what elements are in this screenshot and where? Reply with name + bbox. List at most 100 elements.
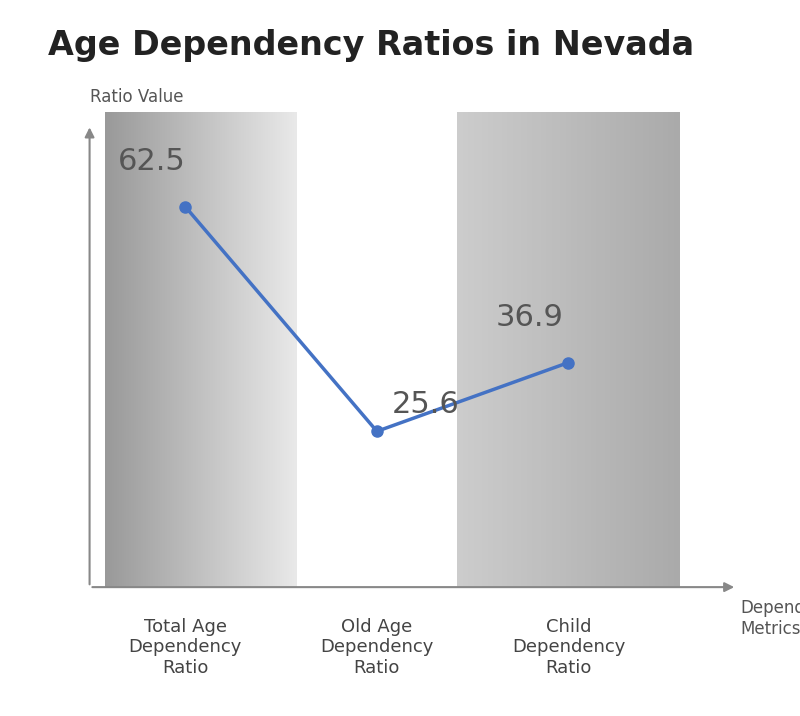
Bar: [522, 112, 524, 587]
Bar: [624, 112, 627, 587]
Bar: [287, 112, 290, 587]
Bar: [290, 112, 292, 587]
Bar: [643, 112, 646, 587]
Bar: [463, 112, 466, 587]
Bar: [239, 112, 242, 587]
Bar: [266, 112, 268, 587]
Bar: [460, 112, 463, 587]
Bar: [122, 112, 124, 587]
Bar: [658, 112, 660, 587]
Bar: [513, 112, 516, 587]
Bar: [232, 112, 234, 587]
Text: Old Age
Dependency
Ratio: Old Age Dependency Ratio: [320, 617, 434, 677]
Bar: [669, 112, 671, 587]
Bar: [524, 112, 527, 587]
Bar: [482, 112, 486, 587]
Bar: [585, 112, 588, 587]
Bar: [558, 112, 560, 587]
Text: 25.6: 25.6: [392, 390, 460, 419]
Bar: [138, 112, 141, 587]
Bar: [258, 112, 261, 587]
Bar: [630, 112, 633, 587]
Bar: [218, 112, 220, 587]
Bar: [148, 112, 150, 587]
Bar: [136, 112, 138, 587]
Bar: [126, 112, 129, 587]
Bar: [563, 112, 566, 587]
Bar: [505, 112, 507, 587]
Bar: [535, 112, 538, 587]
Bar: [602, 112, 605, 587]
Bar: [222, 112, 225, 587]
Bar: [574, 112, 577, 587]
Bar: [162, 112, 165, 587]
Bar: [155, 112, 158, 587]
Bar: [182, 112, 184, 587]
Bar: [469, 112, 471, 587]
Bar: [579, 112, 582, 587]
Bar: [246, 112, 249, 587]
Bar: [652, 112, 654, 587]
Bar: [114, 112, 117, 587]
Bar: [496, 112, 499, 587]
Bar: [599, 112, 602, 587]
Bar: [477, 112, 480, 587]
Bar: [543, 112, 546, 587]
Text: 36.9: 36.9: [496, 303, 563, 332]
Bar: [220, 112, 222, 587]
Bar: [134, 112, 136, 587]
Bar: [131, 112, 134, 587]
Bar: [167, 112, 170, 587]
Bar: [507, 112, 510, 587]
Bar: [541, 112, 544, 587]
Bar: [146, 112, 148, 587]
Bar: [141, 112, 143, 587]
Bar: [186, 112, 189, 587]
Bar: [590, 112, 594, 587]
Text: Age Dependency Ratios in Nevada: Age Dependency Ratios in Nevada: [48, 29, 694, 62]
Bar: [160, 112, 162, 587]
Bar: [158, 112, 160, 587]
Bar: [174, 112, 177, 587]
Bar: [502, 112, 505, 587]
Bar: [571, 112, 574, 587]
Bar: [189, 112, 191, 587]
Bar: [292, 112, 294, 587]
Bar: [294, 112, 297, 587]
Bar: [499, 112, 502, 587]
Bar: [191, 112, 194, 587]
Bar: [196, 112, 198, 587]
Bar: [566, 112, 569, 587]
Bar: [110, 112, 112, 587]
Bar: [554, 112, 558, 587]
Bar: [105, 112, 107, 587]
Bar: [153, 112, 155, 587]
Bar: [666, 112, 669, 587]
Bar: [466, 112, 469, 587]
Bar: [660, 112, 663, 587]
Bar: [622, 112, 624, 587]
Bar: [646, 112, 649, 587]
Bar: [677, 112, 680, 587]
Bar: [605, 112, 607, 587]
Bar: [474, 112, 477, 587]
Bar: [616, 112, 618, 587]
Bar: [172, 112, 174, 587]
Bar: [282, 112, 285, 587]
Bar: [654, 112, 658, 587]
Bar: [244, 112, 246, 587]
Bar: [213, 112, 215, 587]
Bar: [546, 112, 550, 587]
Bar: [107, 112, 110, 587]
Bar: [242, 112, 244, 587]
Bar: [251, 112, 254, 587]
Bar: [124, 112, 126, 587]
Bar: [471, 112, 474, 587]
Bar: [663, 112, 666, 587]
Bar: [641, 112, 644, 587]
Bar: [532, 112, 535, 587]
Bar: [227, 112, 230, 587]
Bar: [618, 112, 622, 587]
Text: Ratio Value: Ratio Value: [90, 88, 183, 106]
Bar: [150, 112, 153, 587]
